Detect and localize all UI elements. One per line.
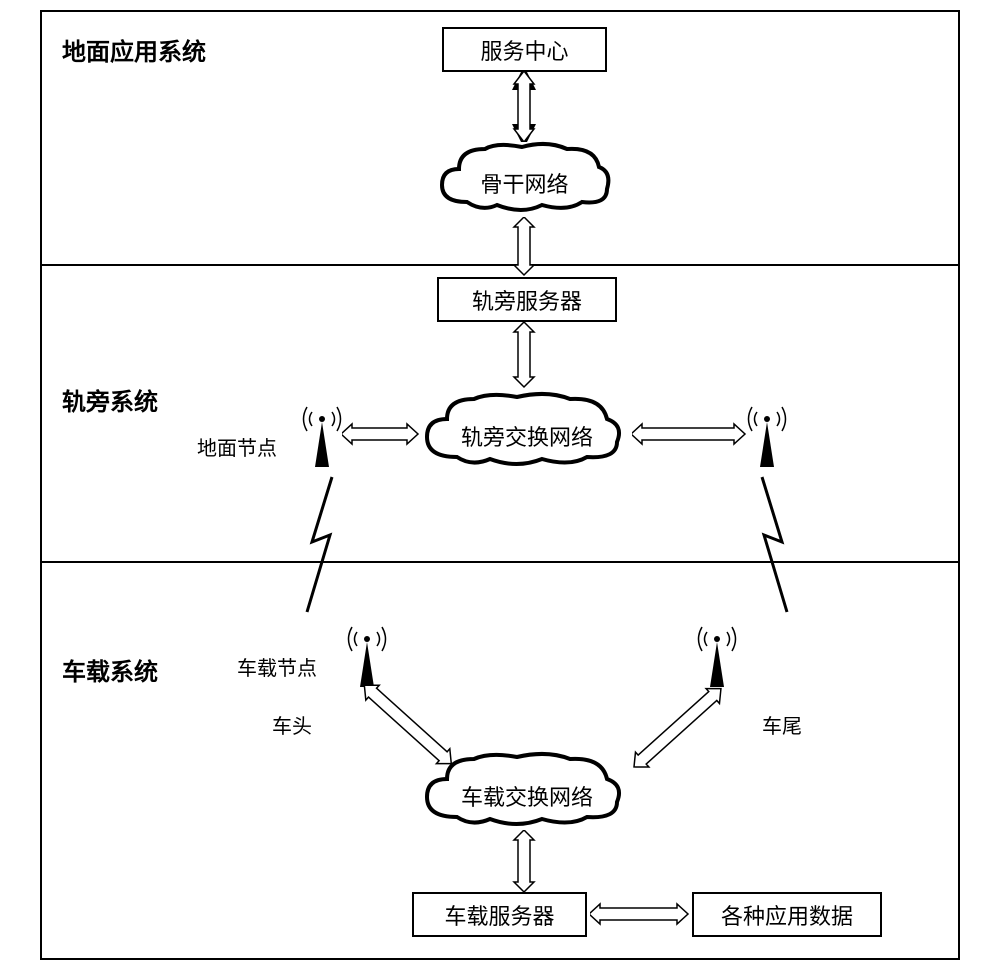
lightning-left (282, 472, 372, 622)
app-data-label: 各种应用数据 (721, 899, 853, 931)
arrow-left-ant-cloud (342, 422, 420, 446)
section-label-ground: 地面应用系统 (62, 32, 206, 67)
arrow-sc-backbone-outline (512, 72, 536, 142)
ground-antenna-right (742, 397, 792, 472)
section-label-trackside: 轨旁系统 (62, 382, 158, 417)
onboard-server-label: 车载服务器 (444, 899, 554, 931)
onboard-switch-label: 车载交换网络 (412, 780, 642, 812)
service-center-box: 服务中心 (442, 27, 607, 72)
service-center-label: 服务中心 (480, 34, 568, 66)
ground-node-label: 地面节点 (197, 432, 277, 461)
trackside-server-label: 轨旁服务器 (472, 284, 582, 316)
app-data-box: 各种应用数据 (692, 892, 882, 937)
onboard-node-label: 车载节点 (237, 652, 317, 681)
trackside-switch-label: 轨旁交换网络 (412, 420, 642, 452)
lightning-right (732, 472, 822, 622)
backbone-label: 骨干网络 (427, 167, 622, 199)
train-head-label: 车头 (272, 710, 312, 739)
arrow-cloud-server (512, 830, 536, 895)
ground-antenna-left (297, 397, 347, 472)
onboard-antenna-left (342, 617, 392, 692)
section-label-onboard: 车载系统 (62, 652, 158, 687)
arrow-right-ant-cloud (632, 422, 747, 446)
onboard-server-box: 车载服务器 (412, 892, 587, 937)
arrow-backbone-ts (512, 217, 536, 277)
trackside-server-box: 轨旁服务器 (437, 277, 617, 322)
arrow-ts-switch (512, 322, 536, 390)
onboard-antenna-right (692, 617, 742, 692)
arrow-server-data (590, 902, 690, 926)
divider-1 (42, 264, 958, 266)
train-tail-label: 车尾 (762, 710, 802, 739)
diagram-frame: 地面应用系统 轨旁系统 车载系统 服务中心 骨干网络 轨旁服务器 轨旁交换网络 (40, 10, 960, 960)
